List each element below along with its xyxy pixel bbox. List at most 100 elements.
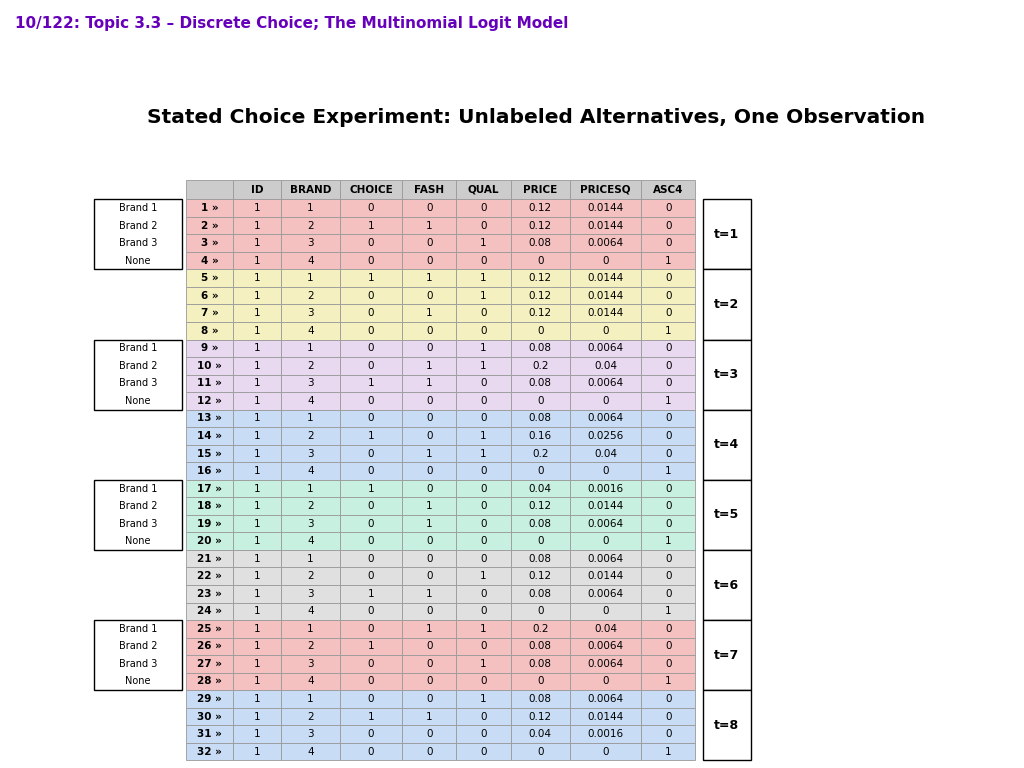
Bar	[511, 304, 570, 322]
Text: 3 »: 3 »	[201, 238, 218, 248]
Text: 32 »: 32 »	[198, 746, 222, 756]
Bar	[457, 550, 511, 568]
Text: 0.04: 0.04	[594, 449, 617, 458]
Text: t=2: t=2	[715, 298, 739, 311]
Bar	[233, 357, 281, 375]
Bar	[641, 270, 695, 287]
Text: Brand 2: Brand 2	[119, 501, 158, 511]
Bar	[281, 375, 340, 392]
Text: 0: 0	[480, 220, 486, 230]
Text: 0.08: 0.08	[528, 641, 552, 651]
Bar	[570, 199, 641, 217]
Bar	[281, 339, 340, 357]
Bar	[340, 375, 402, 392]
Text: 0: 0	[368, 290, 375, 300]
Text: 1: 1	[665, 607, 672, 617]
Bar	[233, 568, 281, 585]
Text: 0: 0	[602, 326, 608, 336]
Bar	[457, 515, 511, 532]
Text: 0: 0	[665, 290, 672, 300]
Text: 1: 1	[307, 413, 313, 423]
Bar	[340, 304, 402, 322]
Text: 28 »: 28 »	[198, 677, 222, 687]
Text: 0: 0	[602, 536, 608, 546]
Text: 0: 0	[480, 308, 486, 318]
Bar	[641, 708, 695, 725]
Text: 0: 0	[665, 449, 672, 458]
Bar	[186, 322, 233, 339]
Bar	[233, 585, 281, 603]
Bar	[402, 568, 457, 585]
Text: 0: 0	[426, 607, 432, 617]
Bar	[340, 708, 402, 725]
Text: 1: 1	[426, 589, 433, 599]
Bar	[402, 515, 457, 532]
Text: 1: 1	[368, 484, 375, 494]
Bar	[281, 568, 340, 585]
Text: 6 »: 6 »	[201, 290, 218, 300]
Bar	[641, 655, 695, 673]
Text: 0.12: 0.12	[528, 220, 552, 230]
Text: 3: 3	[307, 518, 313, 528]
Text: 1: 1	[426, 308, 433, 318]
Bar	[340, 550, 402, 568]
Bar	[281, 673, 340, 690]
Bar	[281, 655, 340, 673]
Bar	[402, 550, 457, 568]
Bar	[457, 568, 511, 585]
Bar	[281, 409, 340, 427]
Bar	[641, 568, 695, 585]
Text: 0: 0	[480, 326, 486, 336]
Text: 0: 0	[665, 659, 672, 669]
Bar	[281, 637, 340, 655]
Bar	[457, 409, 511, 427]
Bar	[570, 655, 641, 673]
Bar	[511, 234, 570, 252]
Text: 2 »: 2 »	[201, 220, 218, 230]
Bar	[570, 725, 641, 743]
Bar	[511, 427, 570, 445]
Bar	[340, 568, 402, 585]
Text: 1: 1	[254, 220, 260, 230]
Text: 0: 0	[368, 203, 375, 213]
Text: 1: 1	[307, 484, 313, 494]
Bar	[641, 322, 695, 339]
Text: 1: 1	[254, 712, 260, 722]
Text: 1: 1	[665, 677, 672, 687]
Text: 0: 0	[368, 343, 375, 353]
Bar	[233, 199, 281, 217]
Bar	[703, 480, 751, 550]
Bar	[186, 603, 233, 620]
Text: 0: 0	[602, 396, 608, 406]
Bar	[641, 515, 695, 532]
Bar	[511, 620, 570, 637]
Bar	[457, 427, 511, 445]
Text: None: None	[125, 396, 151, 406]
Bar	[402, 375, 457, 392]
Text: 3: 3	[307, 238, 313, 248]
Bar	[281, 252, 340, 270]
Bar	[281, 725, 340, 743]
Text: 4: 4	[307, 326, 313, 336]
Bar	[281, 304, 340, 322]
Bar	[511, 725, 570, 743]
Text: 1: 1	[254, 536, 260, 546]
Bar	[570, 322, 641, 339]
Text: None: None	[125, 256, 151, 266]
Bar	[340, 690, 402, 708]
Text: 0: 0	[665, 343, 672, 353]
Bar	[186, 180, 233, 199]
Bar	[402, 480, 457, 498]
Text: 0.08: 0.08	[528, 343, 552, 353]
Bar	[402, 673, 457, 690]
Text: 2: 2	[307, 220, 313, 230]
Bar	[186, 375, 233, 392]
Bar	[186, 637, 233, 655]
Bar	[281, 690, 340, 708]
Bar	[233, 620, 281, 637]
Text: 1: 1	[254, 256, 260, 266]
Text: 4 »: 4 »	[201, 256, 218, 266]
Text: 1: 1	[368, 641, 375, 651]
Bar	[340, 322, 402, 339]
Bar	[641, 339, 695, 357]
